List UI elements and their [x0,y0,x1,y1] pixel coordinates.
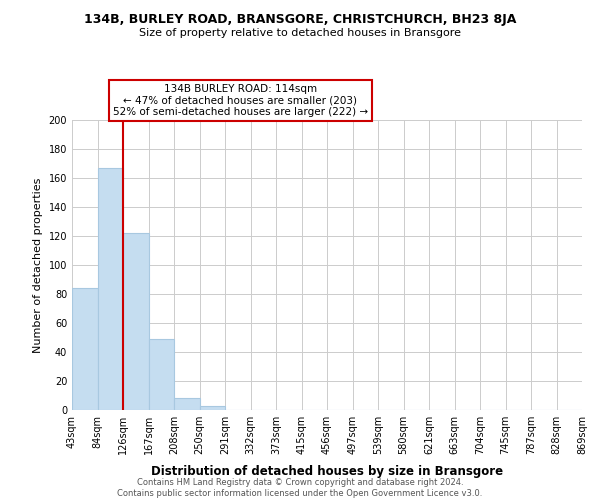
Text: Size of property relative to detached houses in Bransgore: Size of property relative to detached ho… [139,28,461,38]
Bar [149,339,174,410]
Bar [123,233,149,410]
Text: 134B, BURLEY ROAD, BRANSGORE, CHRISTCHURCH, BH23 8JA: 134B, BURLEY ROAD, BRANSGORE, CHRISTCHUR… [84,12,516,26]
Text: 134B BURLEY ROAD: 114sqm
← 47% of detached houses are smaller (203)
52% of semi-: 134B BURLEY ROAD: 114sqm ← 47% of detach… [113,84,368,117]
Bar [72,288,97,410]
Text: Contains HM Land Registry data © Crown copyright and database right 2024.
Contai: Contains HM Land Registry data © Crown c… [118,478,482,498]
Bar [97,168,123,410]
Bar [199,406,225,410]
Y-axis label: Number of detached properties: Number of detached properties [33,178,43,352]
Bar [174,398,199,410]
X-axis label: Distribution of detached houses by size in Bransgore: Distribution of detached houses by size … [151,466,503,478]
